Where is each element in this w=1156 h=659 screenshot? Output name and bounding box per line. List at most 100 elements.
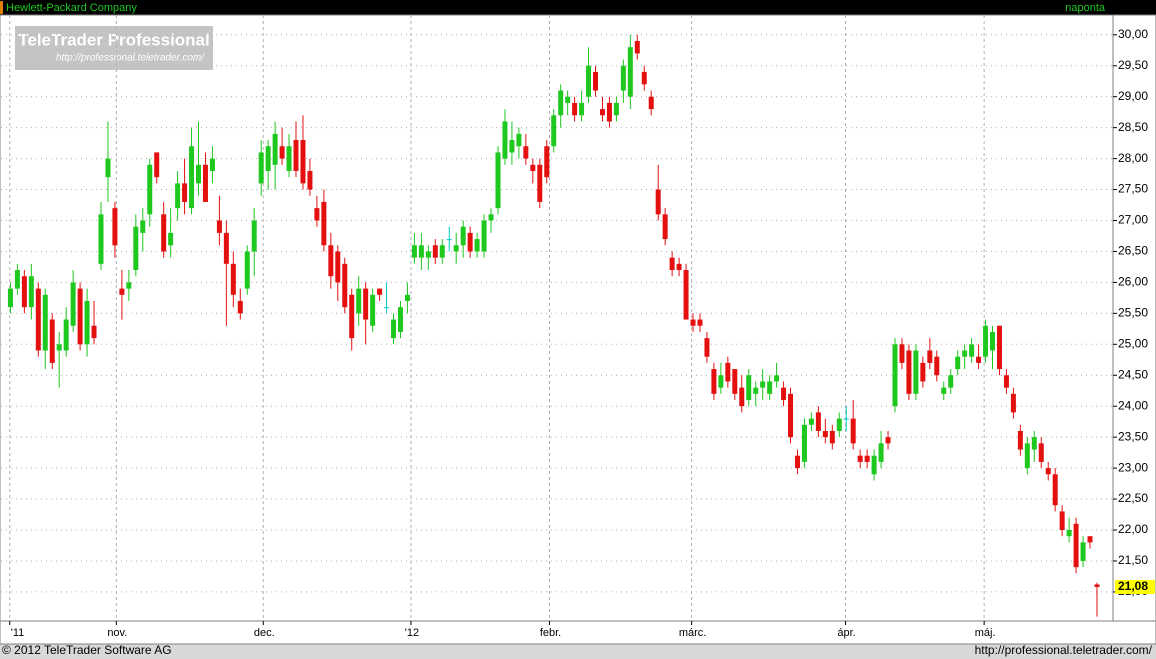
candle-body <box>98 214 104 264</box>
x-tick-label: febr. <box>540 627 561 639</box>
candle-body <box>35 288 41 351</box>
candle-body <box>544 146 550 178</box>
candle-body <box>112 208 118 246</box>
candle-body <box>321 201 327 246</box>
x-tick-label: máj. <box>975 627 996 639</box>
candle-body <box>551 115 557 147</box>
candle-body <box>397 307 403 332</box>
candle-body <box>934 356 940 376</box>
candle-body <box>56 344 62 351</box>
candle-body <box>70 282 76 326</box>
y-tick-label: 22,50 <box>1118 491 1148 505</box>
candle-body <box>105 158 111 178</box>
candle-body <box>244 251 250 289</box>
candle-body <box>481 220 487 252</box>
candle-body <box>627 47 633 97</box>
candle-body <box>161 214 167 252</box>
candle-body <box>892 344 898 407</box>
y-tick-label: 25,00 <box>1118 336 1148 350</box>
candle-body <box>446 239 452 241</box>
candle-body <box>523 146 529 159</box>
candle-body <box>878 443 884 462</box>
candle-body <box>1003 375 1009 388</box>
candle-body <box>265 146 271 171</box>
candle-body <box>788 393 794 438</box>
candle-body <box>42 294 48 351</box>
candle-body <box>990 331 996 351</box>
candle-body <box>850 418 856 444</box>
candle-body <box>7 288 13 308</box>
x-tick-label: dec. <box>254 627 275 639</box>
candle-body <box>439 245 445 258</box>
y-tick-label: 26,00 <box>1118 275 1148 289</box>
candle-body <box>216 220 222 233</box>
candle-body <box>586 65 592 97</box>
candle-body <box>704 338 710 357</box>
candle-body <box>906 350 912 394</box>
candle-body <box>147 164 153 215</box>
candle-body <box>425 251 431 258</box>
candle-body <box>1045 468 1051 475</box>
candle-body <box>460 226 466 246</box>
candle-body <box>21 276 27 308</box>
candle-body <box>648 96 654 110</box>
candle-body <box>314 208 320 221</box>
candle-body <box>1024 443 1030 469</box>
candle-body <box>140 220 146 233</box>
candle-body <box>391 319 397 339</box>
candle-body <box>871 455 877 475</box>
candle-body <box>1031 437 1037 450</box>
candle-body <box>286 146 292 171</box>
candle-body <box>258 152 264 184</box>
last-value-box <box>1115 579 1155 594</box>
candle-body <box>808 418 814 425</box>
candle-body <box>126 282 132 289</box>
candle-body <box>237 300 243 314</box>
y-tick-label: 27,50 <box>1118 182 1148 196</box>
candle-body <box>655 189 661 215</box>
candle-body <box>983 325 989 357</box>
candle-body <box>182 183 188 202</box>
candle-body <box>634 40 640 54</box>
candle-body <box>683 270 689 320</box>
candle-body <box>746 375 752 401</box>
candle-body <box>864 455 870 462</box>
candle-body <box>753 387 759 394</box>
watermark-brand: TeleTrader Professional <box>18 30 209 49</box>
candle-body <box>1080 542 1086 561</box>
candle-body <box>1017 430 1023 450</box>
candle-body <box>14 270 20 289</box>
y-tick-label: 28,50 <box>1118 120 1148 134</box>
candle-body <box>613 102 619 116</box>
candle-body <box>516 133 522 147</box>
candle-body <box>941 387 947 394</box>
candle-body <box>781 387 787 401</box>
candle-body <box>593 71 599 91</box>
candle-body <box>1066 530 1072 537</box>
y-tick-label: 25,50 <box>1118 306 1148 320</box>
header-bar <box>0 0 1156 15</box>
candle-body <box>774 375 780 382</box>
candle-body <box>955 356 961 370</box>
candle-body <box>377 288 383 295</box>
candle-body <box>794 455 800 469</box>
candle-body <box>725 362 731 382</box>
candle-body <box>843 418 849 420</box>
candle-body <box>411 245 417 258</box>
y-tick-label: 21,50 <box>1118 553 1148 567</box>
candle-body <box>202 164 208 202</box>
candle-body <box>133 226 139 271</box>
candle-body <box>767 381 773 394</box>
candle-body <box>976 356 982 363</box>
watermark-url: http://professional.teletrader.com/ <box>56 53 205 64</box>
candle-body <box>669 257 675 271</box>
candle-body <box>168 232 174 246</box>
candle-body <box>606 102 612 122</box>
candle-body <box>91 325 97 339</box>
candle-body <box>356 288 362 314</box>
candle-body <box>732 369 738 394</box>
candle-body <box>77 288 83 345</box>
candle-body <box>822 430 828 438</box>
candle-body <box>857 455 863 462</box>
candle-body <box>495 152 501 209</box>
